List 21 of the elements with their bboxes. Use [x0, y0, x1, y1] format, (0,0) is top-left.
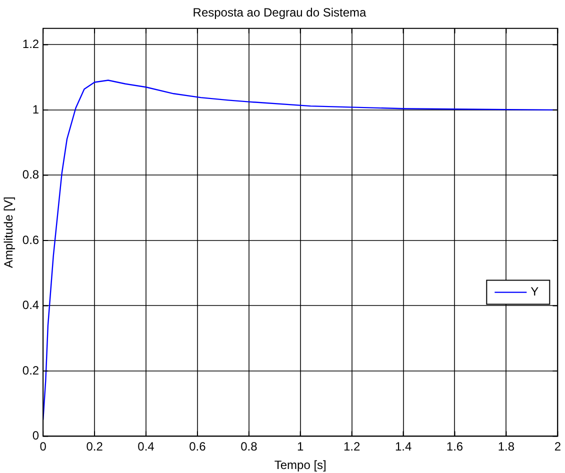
y-axis-title: Amplitude [V] [2, 196, 16, 268]
x-tick-label: 1.8 [498, 440, 515, 454]
x-axis-title: Tempo [s] [274, 458, 326, 472]
y-tick-label: 0.2 [22, 363, 40, 378]
x-tick-label: 1.4 [394, 440, 412, 454]
x-tick-label: 0.4 [138, 440, 155, 454]
y-tick-label: 0.6 [22, 232, 40, 247]
x-tick-label: 1.2 [343, 440, 360, 454]
x-tick-label: 1 [297, 440, 304, 454]
y-tick-label: 1.2 [22, 37, 40, 52]
y-tick-label: 0.4 [22, 298, 40, 312]
y-tick-label: 0 [32, 428, 40, 443]
y-tick-label: 1 [32, 102, 40, 116]
x-tick-label: 0.8 [240, 440, 258, 454]
legend-label: Y [530, 284, 539, 299]
x-tick-label: 0.2 [86, 440, 104, 454]
x-tick-label: 1.6 [446, 440, 464, 454]
x-tick-label: 0.6 [189, 440, 206, 454]
y-tick-label: 0.8 [22, 168, 40, 182]
x-tick-label: 2 [554, 440, 562, 454]
chart-title: Resposta ao Degrau do Sistema [192, 6, 367, 20]
